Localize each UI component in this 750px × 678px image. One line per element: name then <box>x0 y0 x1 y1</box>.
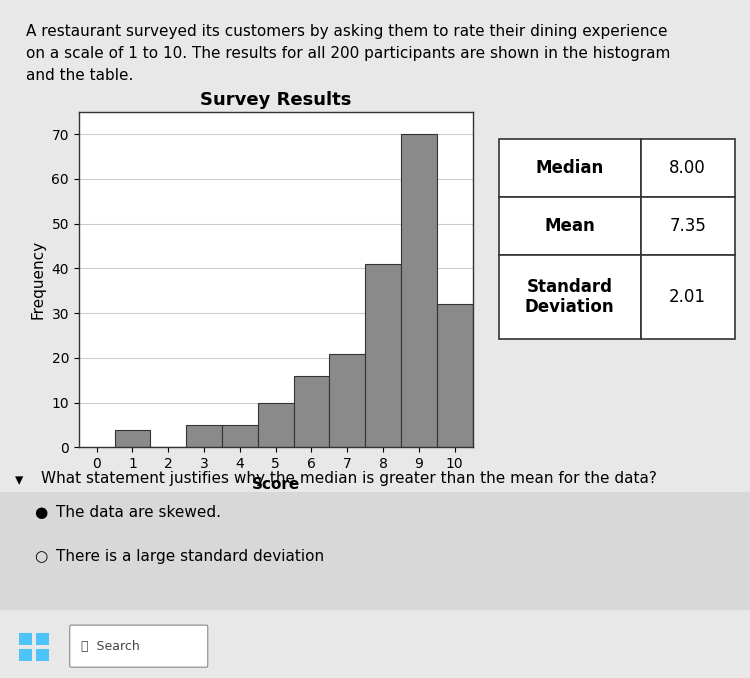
Text: There is a large standard deviation: There is a large standard deviation <box>56 549 324 564</box>
Bar <box>329 353 365 447</box>
Y-axis label: Frequency: Frequency <box>31 240 46 319</box>
Text: 🔍  Search: 🔍 Search <box>81 639 140 653</box>
Bar <box>115 430 150 447</box>
Bar <box>222 425 258 447</box>
Text: A restaurant surveyed its customers by asking them to rate their dining experien: A restaurant surveyed its customers by a… <box>26 24 670 83</box>
Bar <box>436 304 472 447</box>
Text: ○: ○ <box>34 549 47 564</box>
Bar <box>258 403 293 447</box>
Text: ●: ● <box>34 505 47 520</box>
Text: The data are skewed.: The data are skewed. <box>56 505 221 520</box>
Bar <box>401 134 436 447</box>
Bar <box>293 376 329 447</box>
Bar <box>186 425 222 447</box>
Text: ▾: ▾ <box>15 471 23 490</box>
Title: Survey Results: Survey Results <box>200 91 351 109</box>
Bar <box>365 264 401 447</box>
X-axis label: Score: Score <box>251 477 300 492</box>
Text: What statement justifies why the median is greater than the mean for the data?: What statement justifies why the median … <box>41 471 657 486</box>
